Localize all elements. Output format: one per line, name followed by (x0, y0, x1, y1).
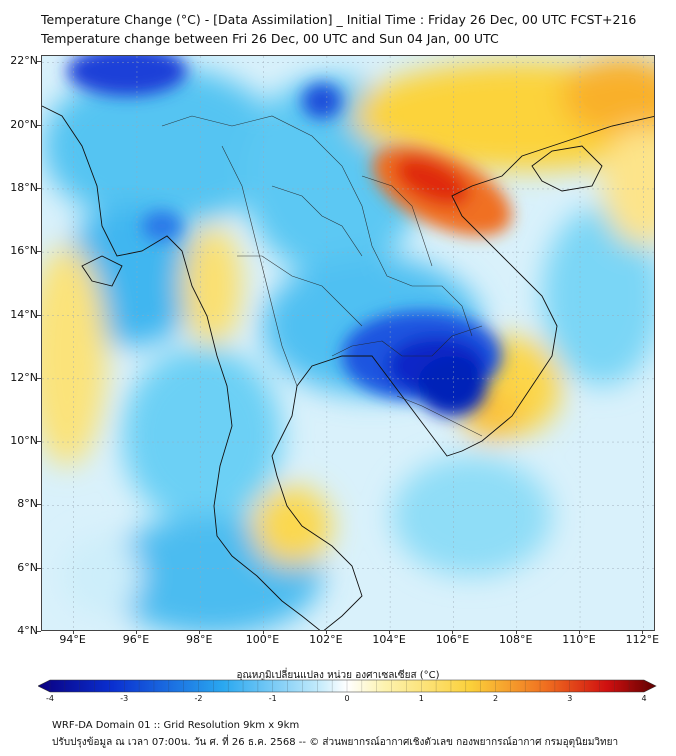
lon-tick (515, 631, 517, 634)
lon-label: 104°E (372, 633, 406, 646)
lon-label: 100°E (245, 633, 280, 646)
lat-tick (37, 61, 41, 63)
lon-label: 110°E (562, 633, 596, 646)
map-canvas (42, 56, 654, 630)
lat-tick (37, 441, 41, 443)
lon-label: 106°E (435, 633, 470, 646)
title-line-2: Temperature change between Fri 26 Dec, 0… (41, 31, 499, 46)
borders (161, 115, 483, 437)
lat-label: 22°N (10, 54, 38, 68)
colorbar-tick-label: 1 (418, 694, 424, 703)
lon-tick (199, 631, 201, 634)
colorbar-tick-label: 4 (641, 694, 647, 703)
lon-tick (72, 631, 74, 634)
title-line-1: Temperature Change (°C) - [Data Assimila… (41, 12, 637, 27)
colorbar-tick-label: 3 (567, 694, 573, 703)
colorbar-tick-label: -1 (268, 694, 277, 703)
lon-tick (642, 631, 644, 634)
temperature-field (42, 56, 654, 630)
lon-label: 94°E (59, 633, 86, 646)
lon-tick (579, 631, 581, 634)
lat-label: 10°N (10, 434, 38, 448)
lon-tick (325, 631, 327, 634)
colorbar (38, 679, 657, 693)
lat-tick (37, 187, 41, 189)
lon-label: 102°E (309, 633, 343, 646)
lon-label: 96°E (122, 633, 150, 646)
lat-label: 6°N (17, 560, 38, 574)
lat-label: 14°N (10, 307, 38, 321)
lat-label: 20°N (10, 117, 38, 131)
footer-line-1: WRF-DA Domain 01 :: Grid Resolution 9km … (52, 720, 300, 731)
colorbar-tick-label: -4 (46, 694, 54, 703)
lat-tick (37, 377, 41, 379)
lat-tick (37, 124, 41, 126)
lat-label: 16°N (10, 244, 38, 258)
colorbar-tick-label: 2 (492, 694, 499, 703)
lat-tick (37, 567, 41, 569)
lon-tick (262, 631, 264, 634)
temperature-change-map (41, 55, 655, 631)
lat-label: 8°N (17, 497, 38, 511)
colorbar-tick-label: -3 (120, 694, 129, 703)
lat-tick (37, 631, 41, 632)
lat-tick (37, 251, 41, 253)
lon-label: 108°E (499, 633, 533, 646)
colorbar-title: อุณหภูมิเปลี่ยนแปลง หน่วย องศาเซลเซียส (… (236, 670, 440, 681)
footer-line-2: ปรับปรุงข้อมูล ณ เวลา 07:00น. วัน ศ. ที่… (52, 737, 619, 748)
lon-label: 112°E (625, 633, 660, 646)
gridlines (42, 56, 654, 630)
lon-tick (135, 631, 137, 634)
lat-tick (37, 314, 41, 316)
lon-tick (389, 631, 391, 634)
lat-tick (37, 504, 41, 506)
colorbar-tick-label: -2 (194, 694, 203, 703)
lat-label: 4°N (17, 624, 38, 637)
lon-tick (452, 631, 454, 634)
lat-label: 18°N (10, 180, 38, 194)
lat-label: 12°N (10, 370, 38, 384)
lon-label: 98°E (186, 633, 213, 646)
coastlines (42, 105, 654, 630)
colorbar-tick-label: 0 (344, 694, 350, 703)
